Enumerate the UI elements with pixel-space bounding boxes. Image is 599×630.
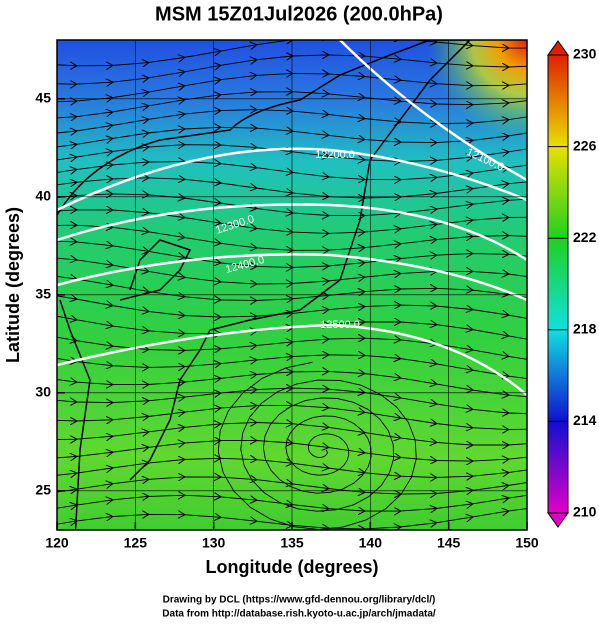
credit: Data from http://database.rish.kyoto-u.a… [162,609,436,620]
colorbar-tick-label: 230 [573,46,597,62]
contour-label: 12200.0 [315,149,355,161]
colorbar-tick-label: 226 [573,137,597,153]
y-tick-label: 45 [35,90,51,106]
x-tick-label: 125 [124,535,148,551]
colorbar-tick-label: 210 [573,504,597,520]
contour-line [57,253,527,302]
colorbar-tick-label: 218 [573,321,597,337]
colorbar [547,54,569,514]
colorbar-tick-label: 214 [573,412,597,428]
x-tick-label: 130 [202,535,226,551]
contour-line [57,147,527,212]
x-axis-label: Longitude (degrees) [205,557,378,577]
contour-line [57,323,527,396]
contour-line [57,203,527,262]
title: MSM 15Z01Jul2026 (200.0hPa) [155,3,443,25]
y-tick-label: 35 [35,286,51,302]
y-tick-label: 25 [35,482,51,498]
credit: Drawing by DCL (https://www.gfd-dennou.o… [163,595,436,606]
colorbar-bottom-extension [547,512,569,528]
cyclone-streamline [217,361,417,530]
contour-label: 12500.0 [320,319,360,331]
x-tick-label: 150 [515,535,539,551]
y-tick-label: 40 [35,188,51,204]
y-tick-label: 30 [35,384,51,400]
x-tick-label: 140 [359,535,383,551]
colorbar-tick-label: 222 [573,229,597,245]
colorbar-top-extension [547,40,569,56]
x-tick-label: 120 [45,535,69,551]
y-axis-label: Latitude (degrees) [3,207,23,363]
contour-line [339,40,527,182]
x-tick-label: 145 [437,535,461,551]
x-tick-label: 135 [280,535,304,551]
